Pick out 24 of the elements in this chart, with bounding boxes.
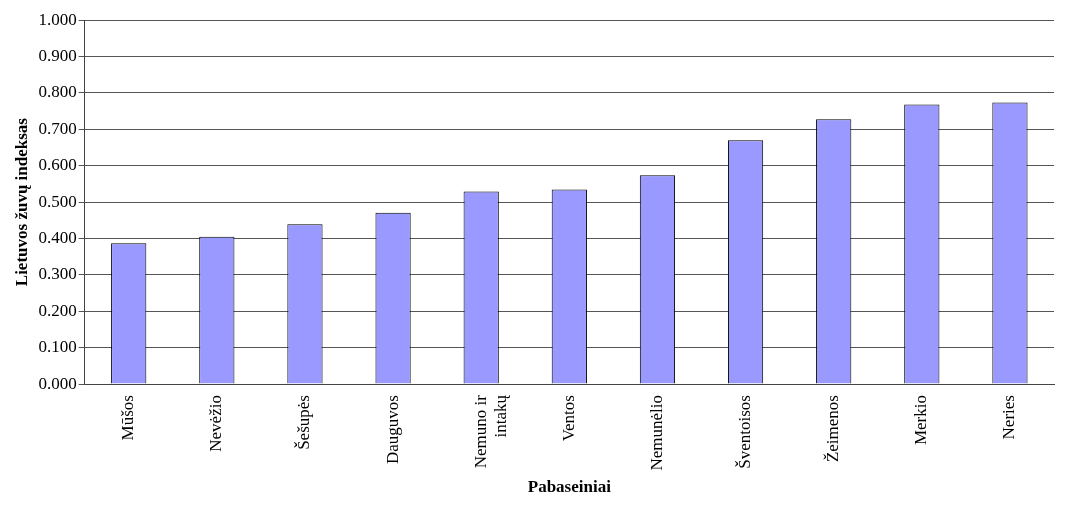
- y-tick-label: 0.000: [38, 373, 77, 393]
- x-tick-label: Dauguvos: [382, 395, 402, 465]
- y-tick-label: 1.000: [38, 9, 77, 29]
- x-tick-label: Žeimenos: [823, 395, 843, 463]
- x-tick-label: Mūšos: [118, 395, 138, 441]
- x-tick-label: Nemunėlio: [646, 395, 666, 471]
- x-tick-label: Šešupės: [294, 395, 314, 450]
- y-tick-label: 0.100: [38, 337, 77, 357]
- x-tick-label: Merkio: [911, 395, 931, 446]
- y-tick-label: 0.900: [38, 46, 77, 66]
- y-tick-label: 0.800: [38, 82, 77, 102]
- y-axis-title: Lietuvos žuvų indeksas: [11, 117, 31, 287]
- y-tick-label: 0.500: [38, 191, 77, 211]
- y-tick-label: 0.200: [38, 300, 77, 320]
- x-tick-label: Ventos: [558, 395, 578, 442]
- y-tick-label: 0.700: [38, 118, 77, 138]
- x-tick-label: Neries: [999, 395, 1019, 440]
- x-tick-label: Nevėžio: [206, 395, 226, 452]
- x-tick-label: Šventoisos: [735, 395, 755, 469]
- y-tick-label: 0.400: [38, 227, 77, 247]
- x-tick-label: Nemuno ir intakų: [470, 394, 511, 469]
- x-axis-title: Pabaseiniai: [527, 477, 612, 497]
- y-tick-label: 0.300: [38, 264, 77, 284]
- y-tick-label: 0.600: [38, 155, 77, 175]
